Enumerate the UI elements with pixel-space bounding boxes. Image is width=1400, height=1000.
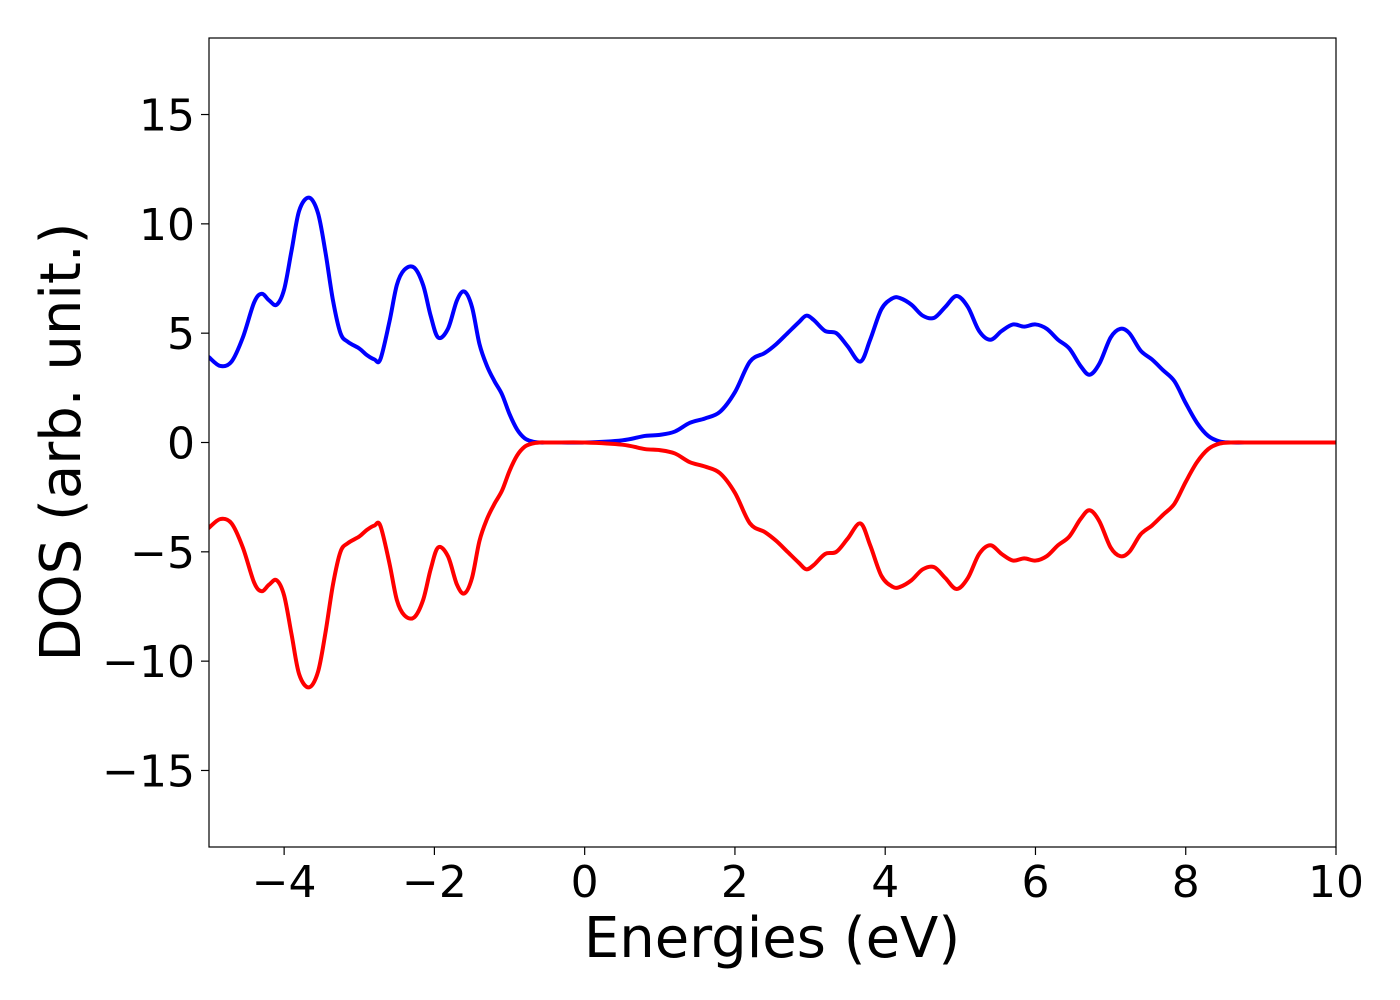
series-layer bbox=[209, 195, 1336, 690]
y-tick-label: 0 bbox=[167, 419, 195, 470]
y-tick-label: 10 bbox=[139, 200, 195, 251]
plot-area bbox=[209, 38, 1336, 847]
x-tick-label: 4 bbox=[871, 857, 899, 908]
y-tick-label: −5 bbox=[130, 528, 195, 579]
y-tick-label: 5 bbox=[167, 309, 195, 360]
y-axis: 15 10 5 0 −5 −10 −15 bbox=[102, 91, 209, 797]
x-tick-label: −4 bbox=[252, 857, 317, 908]
x-tick-label: 10 bbox=[1308, 857, 1364, 908]
y-axis-label: DOS (arb. unit.) bbox=[29, 222, 94, 661]
y-tick-label: −10 bbox=[102, 637, 195, 688]
series-line-1 bbox=[209, 440, 1336, 690]
x-tick-label: −2 bbox=[402, 857, 467, 908]
x-tick-label: 0 bbox=[571, 857, 599, 908]
x-axis-label: Energies (eV) bbox=[584, 906, 960, 971]
x-axis: −4 −2 0 2 4 6 8 10 bbox=[252, 847, 1364, 908]
x-tick-label: 6 bbox=[1021, 857, 1049, 908]
series-line-0 bbox=[209, 195, 1336, 445]
x-tick-label: 8 bbox=[1172, 857, 1200, 908]
y-tick-label: −15 bbox=[102, 746, 195, 797]
y-tick-label: 15 bbox=[139, 91, 195, 142]
x-tick-label: 2 bbox=[721, 857, 749, 908]
